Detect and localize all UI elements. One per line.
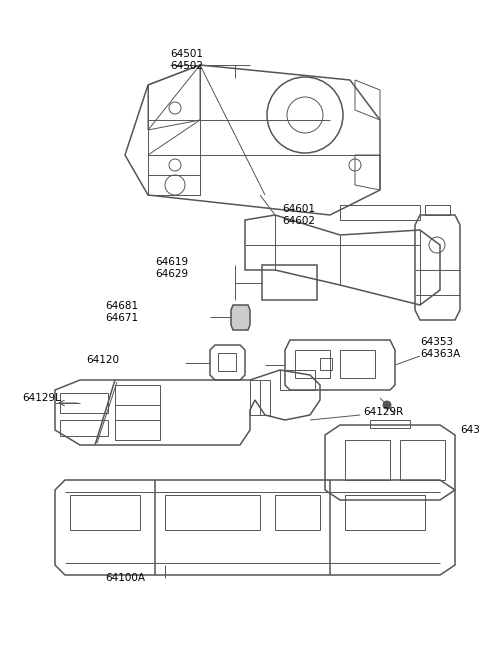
- Bar: [345, 495, 425, 530]
- Bar: [280, 370, 315, 390]
- Bar: [295, 350, 330, 378]
- Bar: [165, 495, 260, 530]
- Text: 64353
64363A: 64353 64363A: [420, 337, 460, 359]
- Text: 64129L: 64129L: [22, 393, 61, 403]
- Text: 64619
64629: 64619 64629: [155, 257, 188, 279]
- Bar: [60, 393, 108, 413]
- Text: 64501
64502: 64501 64502: [170, 49, 203, 71]
- Text: 64681
64671: 64681 64671: [105, 301, 138, 323]
- Bar: [275, 495, 320, 530]
- Text: 64129R: 64129R: [363, 407, 403, 417]
- Text: 64100A: 64100A: [105, 573, 145, 583]
- Circle shape: [383, 401, 391, 409]
- Bar: [218, 353, 236, 371]
- Bar: [70, 495, 140, 530]
- Bar: [400, 440, 445, 480]
- Bar: [345, 440, 390, 480]
- Polygon shape: [231, 305, 250, 330]
- Text: 64120: 64120: [86, 355, 119, 365]
- Bar: [60, 420, 108, 436]
- Bar: [340, 350, 375, 378]
- Bar: [320, 358, 332, 370]
- Text: 64601
64602: 64601 64602: [282, 204, 315, 226]
- Bar: [262, 265, 317, 300]
- Text: 64351A: 64351A: [460, 425, 480, 435]
